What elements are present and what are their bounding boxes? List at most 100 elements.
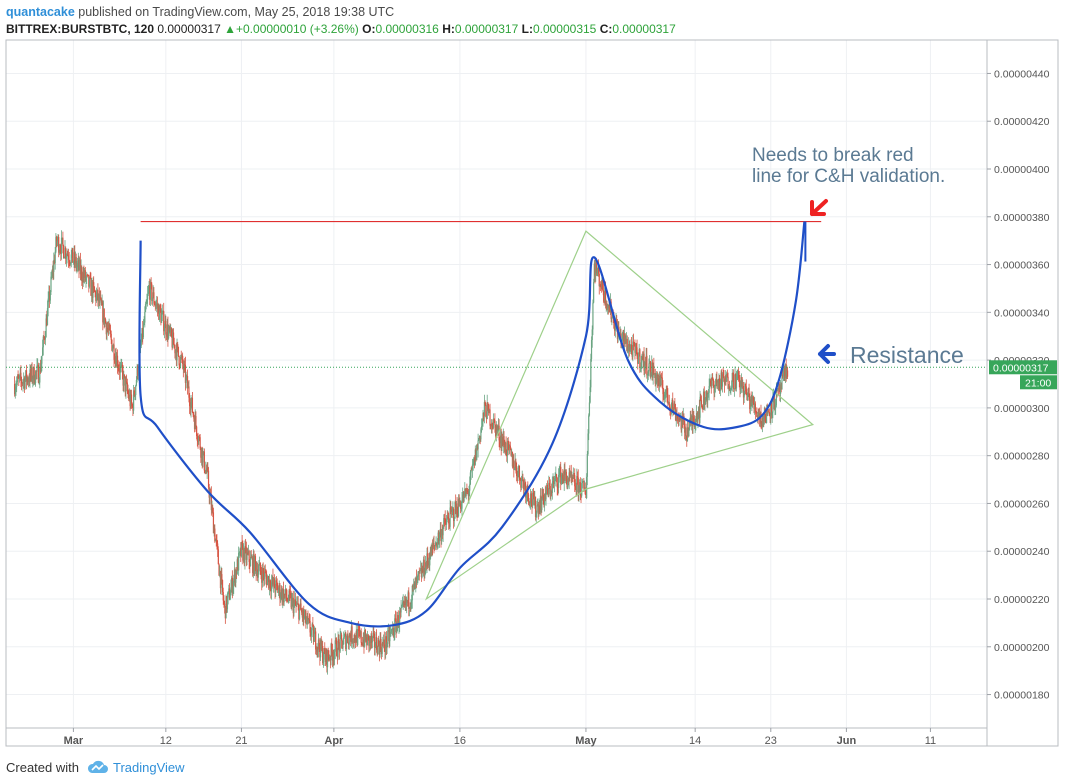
- candle-body: [262, 568, 264, 574]
- candle-body: [555, 474, 557, 479]
- candle-body: [329, 657, 331, 661]
- candle-body: [702, 408, 704, 410]
- candle-body: [444, 518, 446, 524]
- candle-body: [102, 302, 104, 323]
- candle-body: [623, 333, 626, 344]
- candle-body: [628, 344, 630, 351]
- candle-body: [135, 379, 138, 386]
- candle-body: [573, 475, 575, 476]
- candle-body: [423, 559, 425, 576]
- candle-body: [200, 447, 203, 458]
- symbol-name[interactable]: BITTREX:BURSTBTC, 120: [6, 22, 155, 36]
- candle-body: [229, 595, 231, 600]
- candle-body: [421, 568, 423, 578]
- candle-body: [387, 630, 390, 632]
- candle-body: [558, 474, 560, 488]
- candle-body: [195, 416, 197, 427]
- candle-body: [234, 569, 236, 583]
- candle-body: [596, 271, 598, 274]
- candle-body: [282, 589, 284, 602]
- candle-body: [127, 390, 129, 394]
- candle-body: [260, 570, 262, 576]
- candle-body: [109, 324, 111, 331]
- candle-body: [467, 491, 469, 496]
- candle-body: [280, 589, 282, 598]
- candle-body: [418, 571, 420, 573]
- candle-body: [449, 507, 451, 527]
- candle-body: [546, 484, 549, 491]
- tradingview-cloud-icon[interactable]: [87, 760, 109, 774]
- candle-body: [537, 504, 539, 514]
- candle-body: [441, 532, 443, 536]
- candle-body: [352, 641, 355, 643]
- candle-body: [339, 634, 341, 652]
- candle-body: [64, 248, 66, 258]
- time-tick-label: Jun: [837, 735, 857, 747]
- candle-body: [451, 509, 453, 512]
- candle-body: [696, 413, 698, 422]
- candle-body: [107, 329, 110, 331]
- candle-body: [165, 334, 168, 337]
- candle-body: [151, 284, 153, 301]
- candle-body: [649, 361, 651, 364]
- candle-body: [539, 505, 541, 513]
- candle-body: [263, 571, 266, 579]
- price-tick-label: 0.00000300: [994, 403, 1050, 415]
- candle-body: [462, 494, 464, 500]
- candle-body: [723, 376, 725, 382]
- candle-body: [476, 444, 479, 450]
- author-link[interactable]: quantacake: [6, 5, 75, 19]
- candle-body: [448, 518, 450, 524]
- candle-body: [673, 403, 675, 414]
- candle-body: [245, 547, 247, 560]
- candle-body: [256, 569, 259, 578]
- candle-body: [412, 585, 414, 588]
- candle-body: [468, 490, 470, 496]
- candle-body: [575, 487, 577, 493]
- candle-body: [265, 572, 267, 577]
- candle-body: [164, 320, 166, 329]
- candle-body: [355, 630, 357, 643]
- candle-body: [530, 493, 532, 503]
- candle-body: [726, 373, 728, 377]
- candle-body: [310, 630, 313, 636]
- candle-body: [754, 403, 756, 412]
- candle-body: [780, 386, 782, 390]
- candle-body: [352, 641, 354, 643]
- candle-body: [600, 287, 602, 289]
- candle-body: [519, 478, 521, 480]
- candle-body: [632, 341, 634, 357]
- candle-body: [357, 629, 359, 630]
- candle-body: [62, 237, 64, 246]
- cup-and-handle-curve: [138, 221, 806, 628]
- candle-body: [738, 378, 740, 381]
- candle-body: [735, 376, 738, 389]
- candle-body: [700, 396, 702, 401]
- tradingview-brand-link[interactable]: TradingView: [112, 759, 185, 775]
- candle-body: [236, 559, 238, 574]
- candle-body: [126, 381, 128, 383]
- candle-body: [283, 593, 285, 603]
- candle-body: [778, 384, 780, 390]
- candle-body: [165, 320, 167, 335]
- candle-body: [374, 647, 376, 649]
- candle-body: [602, 290, 605, 296]
- candle-body: [49, 292, 51, 301]
- candle-body: [284, 593, 286, 596]
- candle-body: [417, 573, 419, 577]
- candle-body: [70, 263, 72, 265]
- candle-body: [251, 557, 253, 559]
- candle-body: [536, 505, 538, 513]
- candle-body: [639, 349, 641, 368]
- candle-body: [336, 655, 338, 658]
- candle-body: [509, 445, 511, 450]
- candle-body: [539, 495, 542, 513]
- time-tick-label: 11: [925, 735, 936, 747]
- candle-body: [401, 602, 404, 606]
- candle-body: [774, 406, 776, 410]
- candle-body: [651, 362, 653, 374]
- current-price-label: 0.00000317: [993, 362, 1049, 374]
- candle-body: [332, 655, 334, 661]
- candle-body: [408, 606, 411, 609]
